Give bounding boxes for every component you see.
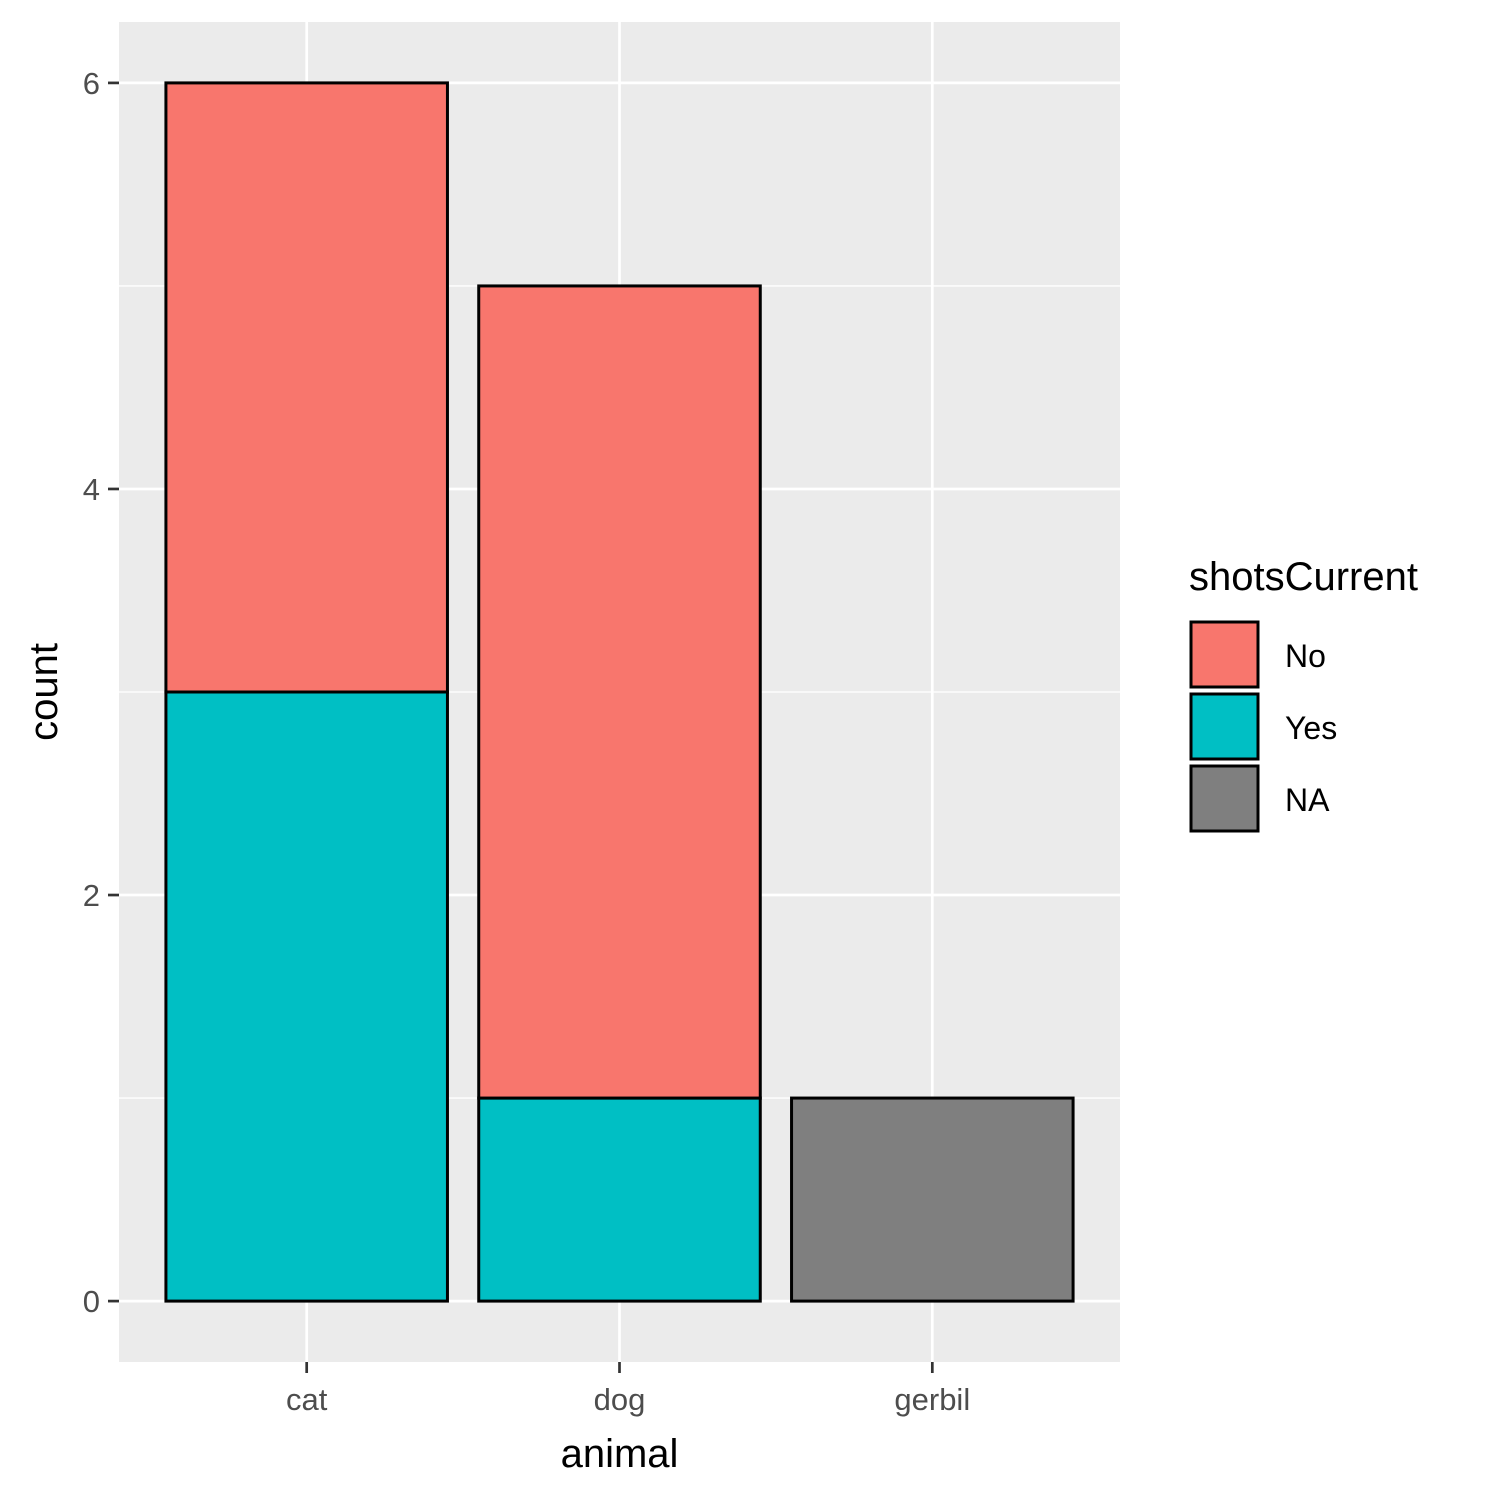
bar-gerbil-na xyxy=(790,1096,1075,1303)
legend-label-na: NA xyxy=(1285,782,1330,818)
x-tick-label-cat: cat xyxy=(286,1382,328,1417)
y-tick-label: 0 xyxy=(83,1284,100,1319)
bar-cat-yes xyxy=(164,690,449,1303)
x-tick-label-gerbil: gerbil xyxy=(894,1382,970,1417)
legend-key-na xyxy=(1189,764,1260,833)
legend-label-no: No xyxy=(1285,638,1326,674)
bar-dog-no xyxy=(477,284,762,1100)
legend-title: shotsCurrent xyxy=(1189,555,1418,599)
y-tick-label: 2 xyxy=(83,878,100,913)
y-axis-title: count xyxy=(22,643,66,741)
legend-label-yes: Yes xyxy=(1285,710,1337,746)
bar-dog-yes xyxy=(477,1096,762,1303)
bar-cat-no xyxy=(164,81,449,694)
legend-key-yes xyxy=(1189,692,1260,761)
legend-items: No Yes NA xyxy=(1189,620,1337,833)
bars xyxy=(164,81,1075,1303)
x-axis: cat dog gerbil xyxy=(286,1362,970,1417)
y-tick-label: 4 xyxy=(83,472,100,507)
legend-key-no xyxy=(1189,620,1260,689)
y-tick-label: 6 xyxy=(83,66,100,101)
y-axis: 0 2 4 6 xyxy=(83,66,119,1319)
x-tick-label-dog: dog xyxy=(594,1382,646,1417)
legend: shotsCurrent No Yes NA xyxy=(1189,555,1418,833)
x-axis-title: animal xyxy=(561,1432,679,1476)
